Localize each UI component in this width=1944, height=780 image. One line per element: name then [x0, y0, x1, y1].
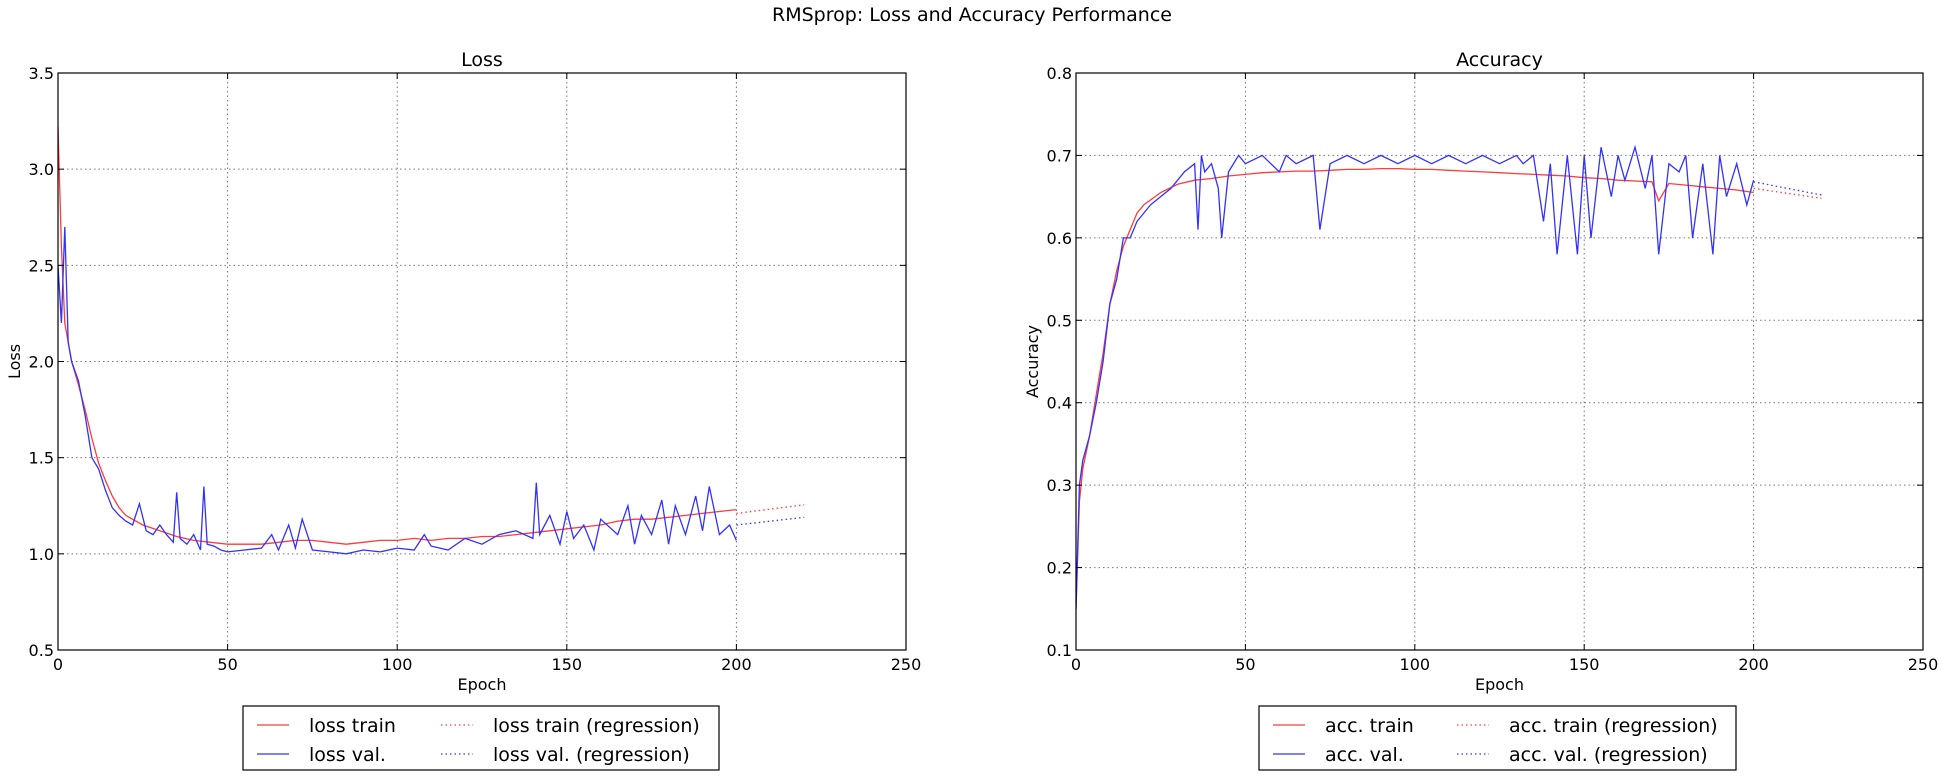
y-tick-label: 0.7: [1047, 146, 1072, 165]
axes-frame: [1075, 72, 1924, 651]
x-tick-label: 100: [1400, 655, 1431, 674]
x-tick-label: 200: [721, 655, 752, 674]
chart-panel-1: 0 50 100 150 200 250 0.1 0.2 0.3 0.4 0.5 0.6 0.7 0.8 A…: [1023, 49, 1939, 771]
y-tick-label: 0.8: [1047, 64, 1072, 83]
y-tick-label: 0.1: [1047, 641, 1072, 660]
legend: loss train loss val. loss train (regressio…: [242, 705, 720, 771]
legend-label: loss train (regression): [493, 715, 700, 737]
chart-title: Loss: [461, 49, 503, 71]
series-line-loss-train: [58, 126, 737, 545]
x-tick-label: 100: [382, 655, 413, 674]
legend-label: loss train: [309, 715, 396, 737]
x-axis-label: Epoch: [458, 675, 507, 694]
y-tick-label: 3.5: [29, 64, 54, 83]
series-line-acc-val-regression: [1753, 181, 1822, 196]
series-line-loss-val-regression: [736, 516, 805, 526]
y-tick-label: 2.0: [29, 353, 54, 372]
legend-box: [242, 705, 720, 771]
series-line-acc-train: [1076, 167, 1754, 609]
y-tick-label: 2.5: [29, 256, 54, 275]
series-line-loss-train-regression: [736, 504, 805, 515]
chart-title: Accuracy: [1456, 49, 1543, 71]
y-tick-label: 0.6: [1047, 229, 1072, 248]
y-tick-label: 0.3: [1047, 476, 1072, 495]
x-tick-label: 250: [891, 655, 922, 674]
legend-label: acc. train (regression): [1509, 715, 1718, 737]
legend: acc. train acc. val. acc. train (regressio…: [1258, 705, 1737, 771]
y-tick-label: 0.4: [1047, 394, 1072, 413]
y-tick-label: 1.0: [29, 545, 54, 564]
y-axis-label: Loss: [5, 344, 24, 379]
legend-box: [1258, 705, 1737, 771]
legend-label: loss val.: [309, 744, 386, 766]
series-line-loss-val: [58, 226, 737, 555]
y-tick-label: 0.5: [29, 641, 54, 660]
x-tick-label: 150: [552, 655, 583, 674]
x-tick-label: 200: [1738, 655, 1769, 674]
x-tick-label: 50: [217, 655, 237, 674]
y-tick-label: 0.2: [1047, 559, 1072, 578]
series-line-acc-val: [1076, 144, 1755, 609]
y-tick-label: 1.5: [29, 449, 54, 468]
figure-title: RMSprop: Loss and Accuracy Performance: [772, 4, 1172, 26]
x-tick-label: 150: [1569, 655, 1600, 674]
x-axis-label: Epoch: [1475, 675, 1524, 694]
legend-label: acc. val. (regression): [1509, 744, 1708, 766]
chart-panel-0: 0 50 100 150 200 250 0.5 1.0 1.5 2.0 2.5 3.0 3.5 Loss…: [5, 49, 922, 771]
y-tick-label: 0.5: [1047, 311, 1072, 330]
y-axis-label: Accuracy: [1023, 325, 1042, 398]
y-tick-label: 3.0: [29, 160, 54, 179]
legend-label: loss val. (regression): [493, 744, 690, 766]
legend-label: acc. val.: [1325, 744, 1404, 766]
legend-label: acc. train: [1325, 715, 1414, 737]
x-tick-label: 0: [1071, 655, 1081, 674]
x-tick-label: 0: [53, 655, 63, 674]
x-tick-label: 250: [1908, 655, 1939, 674]
x-tick-label: 50: [1235, 655, 1255, 674]
